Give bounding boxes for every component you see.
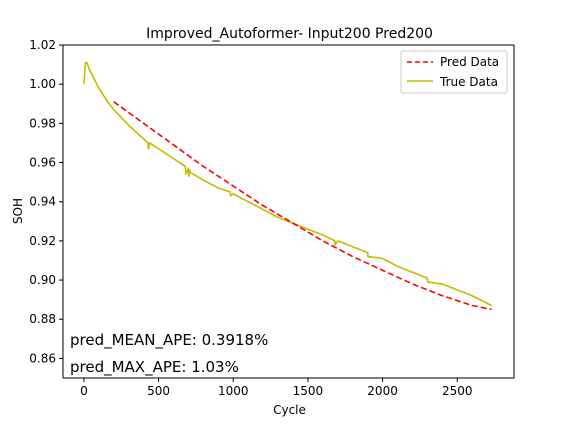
series-line-true-data <box>84 63 492 306</box>
y-tick-label: 0.92 <box>29 234 56 248</box>
y-axis-label: SOH <box>11 198 25 224</box>
y-tick-label: 0.94 <box>29 195 56 209</box>
plot-area <box>84 63 492 310</box>
y-tick-label: 1.00 <box>29 77 56 91</box>
annotation-max-ape: pred_MAX_APE: 1.03% <box>70 358 239 377</box>
y-tick-label: 0.96 <box>29 156 56 170</box>
y-tick-label: 0.98 <box>29 116 56 130</box>
annotation-mean-ape: pred_MEAN_APE: 0.3918% <box>70 331 268 350</box>
x-tick-label: 1000 <box>218 384 249 398</box>
legend-label-true: True Data <box>439 75 498 89</box>
x-tick-label: 1500 <box>293 384 324 398</box>
x-axis-label: Cycle <box>273 403 306 417</box>
series-line-pred-data <box>114 102 492 310</box>
chart-title: Improved_Autoformer- Input200 Pred200 <box>146 26 433 42</box>
y-tick-label: 0.88 <box>29 312 56 326</box>
legend-label-pred: Pred Data <box>440 55 499 69</box>
x-tick-label: 500 <box>147 384 170 398</box>
x-tick-label: 0 <box>80 384 88 398</box>
x-tick-label: 2000 <box>367 384 398 398</box>
legend: Pred Data True Data <box>401 51 507 93</box>
plot-frame <box>63 45 514 378</box>
y-tick-label: 1.02 <box>29 38 56 52</box>
y-tick-label: 0.86 <box>29 351 56 365</box>
x-tick-label: 2500 <box>442 384 473 398</box>
y-tick-label: 0.90 <box>29 273 56 287</box>
